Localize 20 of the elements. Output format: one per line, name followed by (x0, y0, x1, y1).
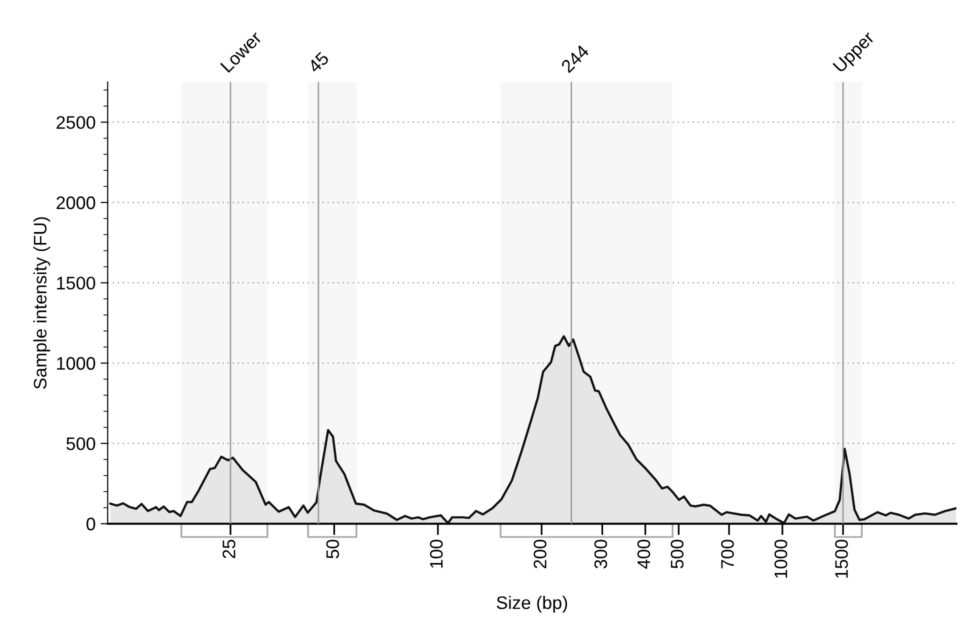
x-tick-label: 400 (637, 540, 650, 569)
x-tick-label: 100 (430, 540, 443, 568)
x-tick-label: 1000 (774, 540, 788, 578)
x-tick-label: 300 (594, 540, 608, 568)
x-tick-label: 200 (534, 540, 546, 568)
x-tick-label: 1500 (835, 540, 848, 578)
y-tick-label: 1500 (57, 276, 96, 290)
x-axis-title: Size (bp) (496, 596, 568, 613)
x-tick-label: 500 (670, 540, 684, 568)
y-tick-label: 0 (86, 518, 96, 530)
ref-line-label: 244 (560, 44, 590, 74)
y-tick-label: 1000 (57, 357, 96, 370)
y-tick-label: 500 (66, 437, 96, 450)
x-tick-label: 700 (721, 540, 734, 568)
ref-line-label: 45 (307, 51, 330, 74)
y-tick-label: 2500 (56, 116, 96, 129)
y-axis-title: Sample intensity (FU) (33, 217, 50, 389)
x-tick-label: 50 (326, 540, 340, 558)
y-tick-label: 2000 (56, 196, 96, 210)
x-tick-label: 25 (222, 540, 236, 558)
